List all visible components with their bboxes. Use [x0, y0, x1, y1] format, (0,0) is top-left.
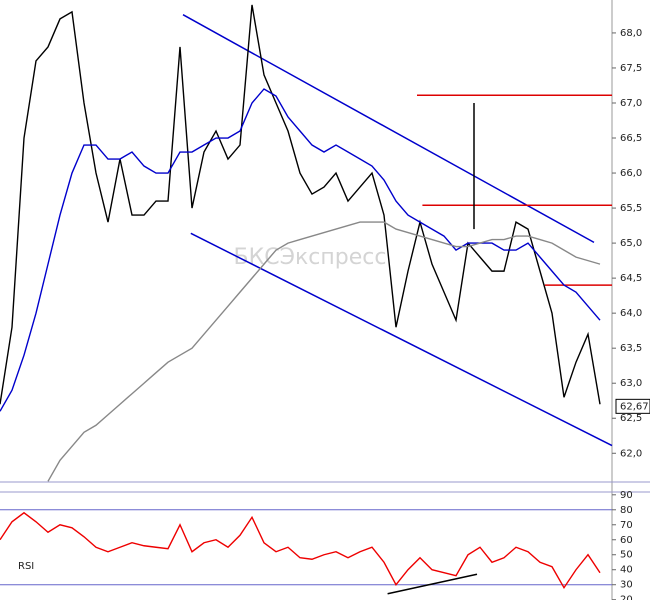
y-tick-label: 66,5 [620, 133, 642, 144]
y-tick-label: 50 [620, 550, 633, 561]
y-tick-label: 30 [620, 580, 633, 591]
watermark: БКСЭкспресс [234, 245, 387, 270]
series-line [47, 221, 601, 482]
series-line [0, 4, 601, 405]
y-tick-label: 20 [620, 595, 633, 600]
series-line [0, 511, 601, 590]
y-tick-label: 40 [620, 565, 633, 576]
y-tick-label: 60 [620, 535, 633, 546]
y-tick-label: 64,0 [620, 308, 642, 319]
trend-line [182, 14, 595, 244]
y-tick-label: 70 [620, 520, 633, 531]
y-tick-label: 66,0 [620, 168, 642, 179]
y-tick-label: 63,0 [620, 378, 642, 389]
y-tick-label: 68,0 [620, 28, 642, 39]
y-tick-label: 90 [620, 490, 633, 501]
y-tick-label: 63,5 [620, 343, 642, 354]
series-line [0, 88, 601, 412]
y-tick-label: 64,5 [620, 273, 642, 284]
y-tick-label: 65,5 [620, 203, 642, 214]
y-tick-label: 62,0 [620, 448, 642, 459]
y-tick-label: 67,5 [620, 63, 642, 74]
trend-line [190, 232, 613, 447]
trend-line [387, 573, 478, 595]
y-tick-label: 62,5 [620, 413, 642, 424]
y-tick-label: 67,0 [620, 98, 642, 109]
rsi-title: RSI [18, 561, 34, 572]
price-box [615, 398, 650, 414]
y-tick-label: 65,0 [620, 238, 642, 249]
price-label: 62,67 [620, 401, 649, 412]
y-tick-label: 80 [620, 505, 633, 516]
